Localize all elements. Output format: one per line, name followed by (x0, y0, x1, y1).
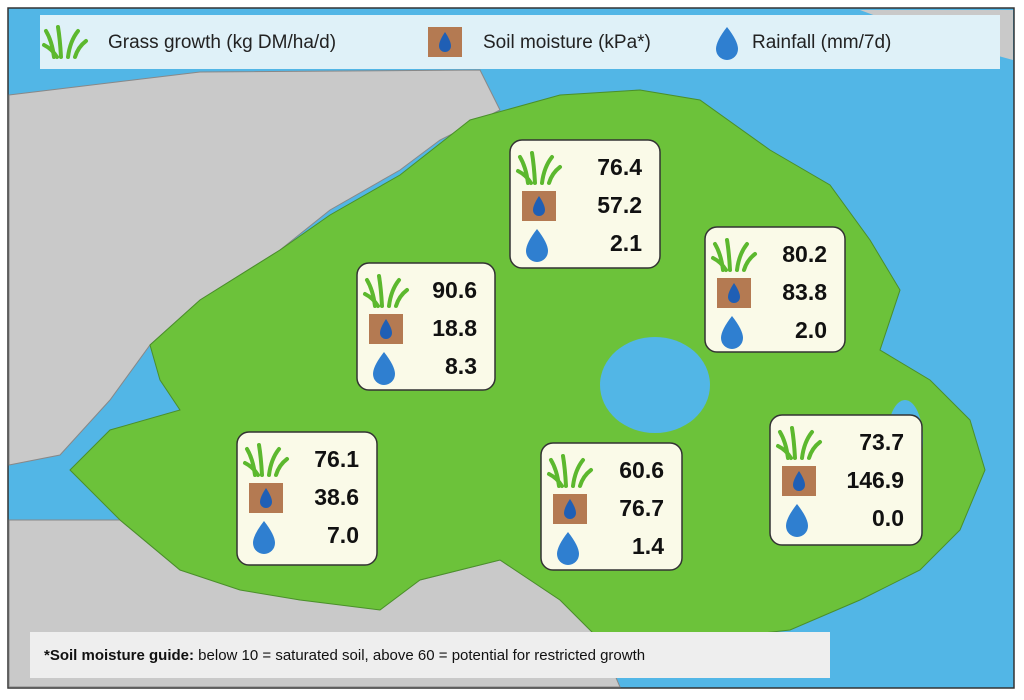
legend (40, 15, 1000, 69)
region-box: 73.7 146.9 0.0 (769, 414, 923, 546)
region-box: 76.1 38.6 7.0 (236, 431, 378, 566)
box (509, 139, 661, 269)
soil-icon (249, 483, 283, 513)
region-box: 90.6 18.8 8.3 (356, 262, 496, 391)
soil-value: 76.7 (619, 495, 664, 521)
soil-icon (522, 191, 556, 221)
grass-value: 90.6 (432, 277, 477, 303)
region-box: 76.4 57.2 2.1 (509, 139, 661, 269)
footnote-bold: *Soil moisture guide: (44, 647, 194, 664)
grass-value: 73.7 (859, 429, 904, 455)
soil-icon (553, 494, 587, 524)
rain-value: 2.0 (795, 317, 827, 343)
soil-icon (717, 278, 751, 308)
legend-label: Rainfall (mm/7d) (752, 32, 891, 53)
soil-icon (428, 27, 462, 57)
region-box: 80.2 83.8 2.0 (704, 226, 846, 353)
grass-value: 60.6 (619, 457, 664, 483)
rain-value: 7.0 (327, 522, 359, 548)
rain-value: 1.4 (632, 533, 664, 559)
lough-neagh (600, 337, 710, 433)
soil-value: 57.2 (597, 192, 642, 218)
legend-label: Grass growth (kg DM/ha/d) (108, 32, 336, 53)
soil-value: 38.6 (314, 484, 359, 510)
rain-value: 2.1 (610, 230, 642, 256)
region-box: 60.6 76.7 1.4 (540, 442, 683, 571)
box (769, 414, 923, 546)
soil-value: 146.9 (846, 467, 904, 493)
grass-value: 80.2 (782, 241, 827, 267)
soil-value: 83.8 (782, 279, 827, 305)
soil-icon (782, 466, 816, 496)
footnote-box (30, 632, 830, 678)
footnote-text: below 10 = saturated soil, above 60 = po… (194, 647, 645, 664)
legend-label: Soil moisture (kPa*) (483, 32, 651, 53)
soil-icon (369, 314, 403, 344)
rain-value: 8.3 (445, 353, 477, 379)
grass-value: 76.4 (597, 154, 642, 180)
soil-value: 18.8 (432, 315, 477, 341)
grass-value: 76.1 (314, 446, 359, 472)
footnote: *Soil moisture guide: below 10 = saturat… (44, 647, 645, 664)
land-west (8, 69, 501, 466)
rain-value: 0.0 (872, 505, 904, 531)
